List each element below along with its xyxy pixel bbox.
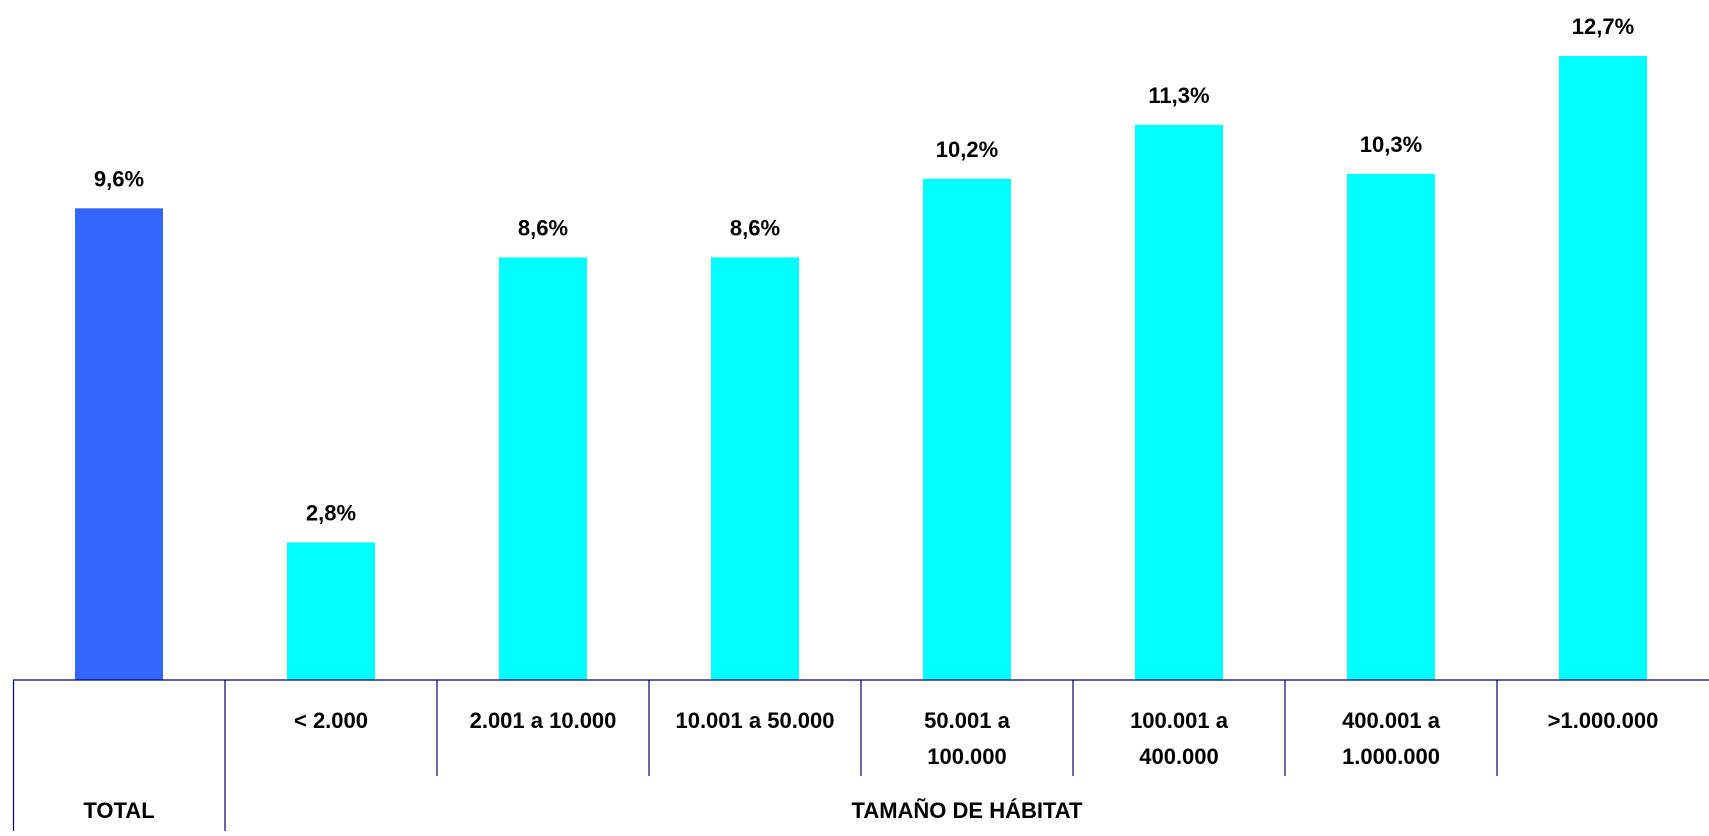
category-label-line: 100.001 a [1130,708,1229,733]
data-label-4: 10,2% [936,137,998,162]
category-label-1: < 2.000 [294,708,368,733]
bar-7 [1559,56,1647,680]
bar-2 [499,257,587,680]
category-label-3: 10.001 a 50.000 [675,708,834,733]
category-label-line: 100.000 [927,744,1007,769]
data-label-7: 12,7% [1572,14,1634,39]
data-label-5: 11,3% [1148,83,1209,108]
data-label-2: 8,6% [518,215,568,240]
category-label-line: >1.000.000 [1548,708,1659,733]
category-label-line: 10.001 a 50.000 [675,708,834,733]
data-label-6: 10,3% [1360,132,1422,157]
group-label-total: TOTAL [83,798,154,823]
category-label-2: 2.001 a 10.000 [470,708,617,733]
category-label-line: 400.000 [1139,744,1219,769]
group-label-habitat: TAMAÑO DE HÁBITAT [852,798,1084,823]
data-label-1: 2,8% [306,500,356,525]
category-label-5: 100.001 a 400.000 [1130,708,1229,769]
bar-3 [711,257,799,680]
bar-6 [1347,173,1435,680]
category-label-line: 50.001 a [924,708,1010,733]
category-label-line: 2.001 a 10.000 [470,708,617,733]
category-label-line: < 2.000 [294,708,368,733]
bar-4 [923,178,1011,681]
bar-0 [75,208,163,681]
category-label-7: >1.000.000 [1548,708,1659,733]
bar-1 [287,542,375,680]
category-label-6: 400.001 a 1.000.000 [1342,708,1441,769]
category-label-line: 400.001 a [1342,708,1441,733]
data-label-3: 8,6% [730,215,780,240]
data-label-0: 9,6% [94,166,144,191]
bar-5 [1135,124,1223,681]
category-label-4: 50.001 a 100.000 [924,708,1010,769]
category-label-line: 1.000.000 [1342,744,1440,769]
